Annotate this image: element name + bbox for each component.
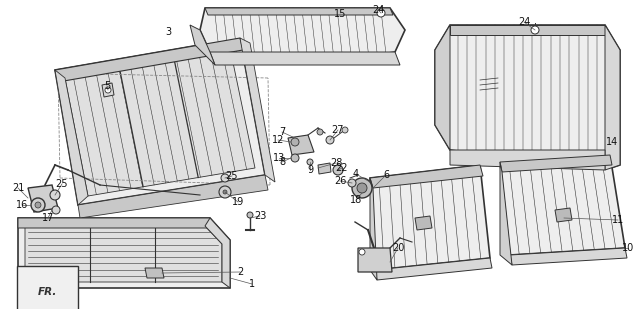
Polygon shape bbox=[375, 258, 492, 280]
Circle shape bbox=[377, 9, 385, 17]
Text: 28: 28 bbox=[330, 158, 342, 168]
Circle shape bbox=[223, 190, 227, 194]
Circle shape bbox=[342, 127, 348, 133]
Polygon shape bbox=[500, 155, 625, 255]
Circle shape bbox=[31, 198, 45, 212]
Polygon shape bbox=[65, 48, 255, 196]
Circle shape bbox=[50, 190, 60, 200]
Polygon shape bbox=[358, 248, 392, 272]
Text: 4: 4 bbox=[353, 169, 359, 179]
Text: 20: 20 bbox=[392, 243, 404, 253]
Polygon shape bbox=[205, 218, 230, 288]
Text: 24: 24 bbox=[372, 5, 384, 15]
Polygon shape bbox=[318, 163, 331, 174]
Circle shape bbox=[307, 159, 313, 165]
Polygon shape bbox=[288, 135, 314, 155]
Text: 9: 9 bbox=[307, 165, 313, 175]
Polygon shape bbox=[18, 218, 215, 228]
Polygon shape bbox=[240, 38, 275, 182]
Text: 14: 14 bbox=[606, 137, 618, 147]
Circle shape bbox=[359, 249, 365, 255]
Text: 1: 1 bbox=[249, 279, 255, 289]
Circle shape bbox=[35, 202, 41, 208]
Text: 5: 5 bbox=[104, 81, 110, 91]
Circle shape bbox=[352, 178, 372, 198]
Polygon shape bbox=[78, 175, 268, 218]
Text: 17: 17 bbox=[42, 213, 54, 223]
Text: 19: 19 bbox=[232, 197, 244, 207]
Polygon shape bbox=[370, 165, 483, 188]
Polygon shape bbox=[370, 178, 377, 280]
Circle shape bbox=[348, 179, 356, 187]
Polygon shape bbox=[435, 25, 450, 150]
Polygon shape bbox=[500, 162, 512, 265]
Circle shape bbox=[291, 138, 299, 146]
Circle shape bbox=[531, 26, 539, 34]
Polygon shape bbox=[200, 8, 405, 60]
Text: 8: 8 bbox=[279, 157, 285, 167]
Text: 7: 7 bbox=[279, 127, 285, 137]
Polygon shape bbox=[18, 218, 230, 288]
Text: 26: 26 bbox=[334, 176, 346, 186]
Text: 11: 11 bbox=[612, 215, 624, 225]
Text: 16: 16 bbox=[16, 200, 28, 210]
Polygon shape bbox=[450, 25, 605, 35]
Polygon shape bbox=[450, 150, 605, 170]
Text: 10: 10 bbox=[622, 243, 634, 253]
Circle shape bbox=[291, 154, 299, 162]
Text: 18: 18 bbox=[350, 195, 362, 205]
Polygon shape bbox=[510, 248, 627, 265]
Polygon shape bbox=[145, 268, 164, 278]
Circle shape bbox=[247, 212, 253, 218]
Polygon shape bbox=[190, 25, 215, 65]
Text: FR.: FR. bbox=[38, 287, 58, 297]
Text: 12: 12 bbox=[272, 135, 284, 145]
Circle shape bbox=[219, 186, 231, 198]
Polygon shape bbox=[205, 8, 393, 15]
Circle shape bbox=[317, 129, 323, 135]
Circle shape bbox=[326, 136, 334, 144]
Circle shape bbox=[37, 273, 47, 283]
Text: 23: 23 bbox=[254, 211, 266, 221]
Text: 24: 24 bbox=[518, 17, 530, 27]
Polygon shape bbox=[415, 216, 432, 230]
Circle shape bbox=[105, 87, 111, 93]
Circle shape bbox=[357, 183, 367, 193]
Polygon shape bbox=[25, 226, 222, 282]
Polygon shape bbox=[210, 52, 400, 65]
Text: 25: 25 bbox=[56, 179, 68, 189]
Polygon shape bbox=[370, 165, 490, 270]
Circle shape bbox=[333, 165, 343, 175]
Text: 15: 15 bbox=[334, 9, 346, 19]
Polygon shape bbox=[435, 25, 620, 170]
Text: 22: 22 bbox=[336, 163, 348, 173]
Text: 25: 25 bbox=[226, 171, 238, 181]
Polygon shape bbox=[28, 185, 58, 212]
Text: 6: 6 bbox=[383, 170, 389, 180]
Polygon shape bbox=[555, 208, 572, 222]
Circle shape bbox=[52, 206, 60, 214]
Polygon shape bbox=[55, 38, 265, 205]
Text: 27: 27 bbox=[332, 125, 344, 135]
Polygon shape bbox=[605, 25, 620, 170]
Text: 2: 2 bbox=[237, 267, 243, 277]
Polygon shape bbox=[500, 155, 612, 172]
Polygon shape bbox=[102, 83, 114, 97]
Polygon shape bbox=[55, 38, 243, 82]
Circle shape bbox=[221, 174, 229, 182]
Text: 21: 21 bbox=[12, 183, 24, 193]
Text: 3: 3 bbox=[165, 27, 171, 37]
Text: 13: 13 bbox=[273, 153, 285, 163]
Polygon shape bbox=[55, 70, 88, 205]
